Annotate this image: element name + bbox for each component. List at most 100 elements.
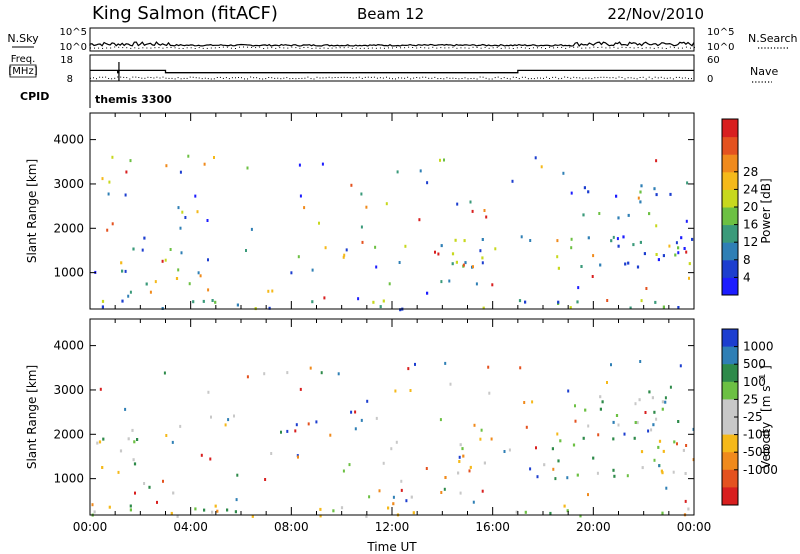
echo-cell [227,418,230,422]
echo-cell [617,216,620,220]
echo-cell [653,187,656,191]
nsearch-point [661,47,663,49]
echo-cell [472,265,474,269]
echo-cell [535,446,537,450]
echo-cell [454,238,457,242]
nsearch-point [520,46,522,48]
nsearch-point [247,46,249,48]
echo-cell [557,300,560,304]
echo-cell [409,389,412,392]
nsearch-point [621,46,623,48]
echo-cell [612,468,615,472]
nsearch-point [589,47,591,49]
colorbar-tick-label: 500 [743,357,766,371]
echo-cell [574,404,576,408]
echo-cell [177,268,180,272]
nave-point [210,78,212,80]
nave-point [319,77,321,79]
nsearch-point [629,47,631,49]
echo-cell [149,290,152,294]
nave-point [416,77,418,78]
nsearch-point [150,47,152,49]
nave-point [467,78,469,80]
velocity-colorbar-label-main: Velocity [759,422,773,469]
echo-cell [652,423,655,427]
nsearch-point [569,46,571,48]
echo-cell [267,289,270,293]
velocity-xaxis: 00:00 04:00 08:00 12:00 16:00 20:00 00:00 [73,319,711,534]
echo-cell [214,300,217,304]
nsearch-point [251,46,253,48]
echo-cell [226,508,229,512]
echo-cell [236,473,239,477]
nsearch-point [259,46,261,48]
nsearch-point [319,47,321,49]
nsearch-point [158,47,160,49]
nsearch-point [367,47,369,49]
echo-cell [345,248,348,252]
nave-point [262,78,264,80]
echo-cell [343,253,346,257]
nave-point [105,76,107,78]
nsearch-point [134,47,136,49]
nave-point [174,78,176,80]
nave-point [540,77,541,79]
nave-point [395,78,396,80]
echo-cell [661,407,664,411]
echo-cell [290,271,293,275]
echo-cell [303,206,306,210]
nave-point [582,78,584,80]
echo-cell [98,440,102,444]
nsearch-point [512,48,514,49]
nave-point [615,77,617,79]
nave-point [135,76,137,78]
nave-point [627,77,629,79]
echo-cell [648,212,651,216]
echo-cell [655,159,658,163]
echo-cell [440,244,443,248]
nave-point [570,77,572,79]
nave-series [90,76,692,80]
nsearch-point [637,47,639,49]
nave-point [494,77,496,79]
echo-cell [426,181,429,185]
echo-cell [482,306,485,310]
nave-point [298,78,300,79]
echo-cell [463,239,466,243]
echo-cell [639,360,642,363]
nave-point [238,77,239,78]
echo-cell [615,194,618,198]
echo-cell [448,279,451,283]
nave-point [549,78,550,79]
echo-cell [210,415,212,419]
nsearch-point [472,46,474,48]
nave-point [216,77,218,78]
echo-cell [143,236,146,240]
nave-point [612,77,614,79]
nave-point [681,77,683,79]
nave-point [476,78,478,80]
echo-cell [677,420,680,423]
nsearch-point [685,46,687,48]
velocity-scatter [91,360,695,518]
nsearch-point [387,47,389,49]
y-tick-label: 3000 [53,177,84,191]
echo-cell [203,508,206,512]
nave-point [132,76,134,78]
echo-cell [321,162,324,166]
echo-cell [552,467,555,471]
nave-point [250,76,252,78]
echo-cell [525,425,528,429]
nave-point [691,78,692,80]
nsearch-point [504,47,506,49]
nsearch-point [194,48,196,49]
cpid-program: themis 3300 [95,93,172,106]
echo-cell [636,265,640,269]
echo-cell [543,463,546,467]
power-colorbar-label: Power [dB] [759,178,773,243]
echo-cell [245,249,247,252]
echo-cell [464,261,467,265]
echo-cell [668,244,671,248]
nsearch-point [404,47,406,49]
echo-cell [365,205,368,209]
